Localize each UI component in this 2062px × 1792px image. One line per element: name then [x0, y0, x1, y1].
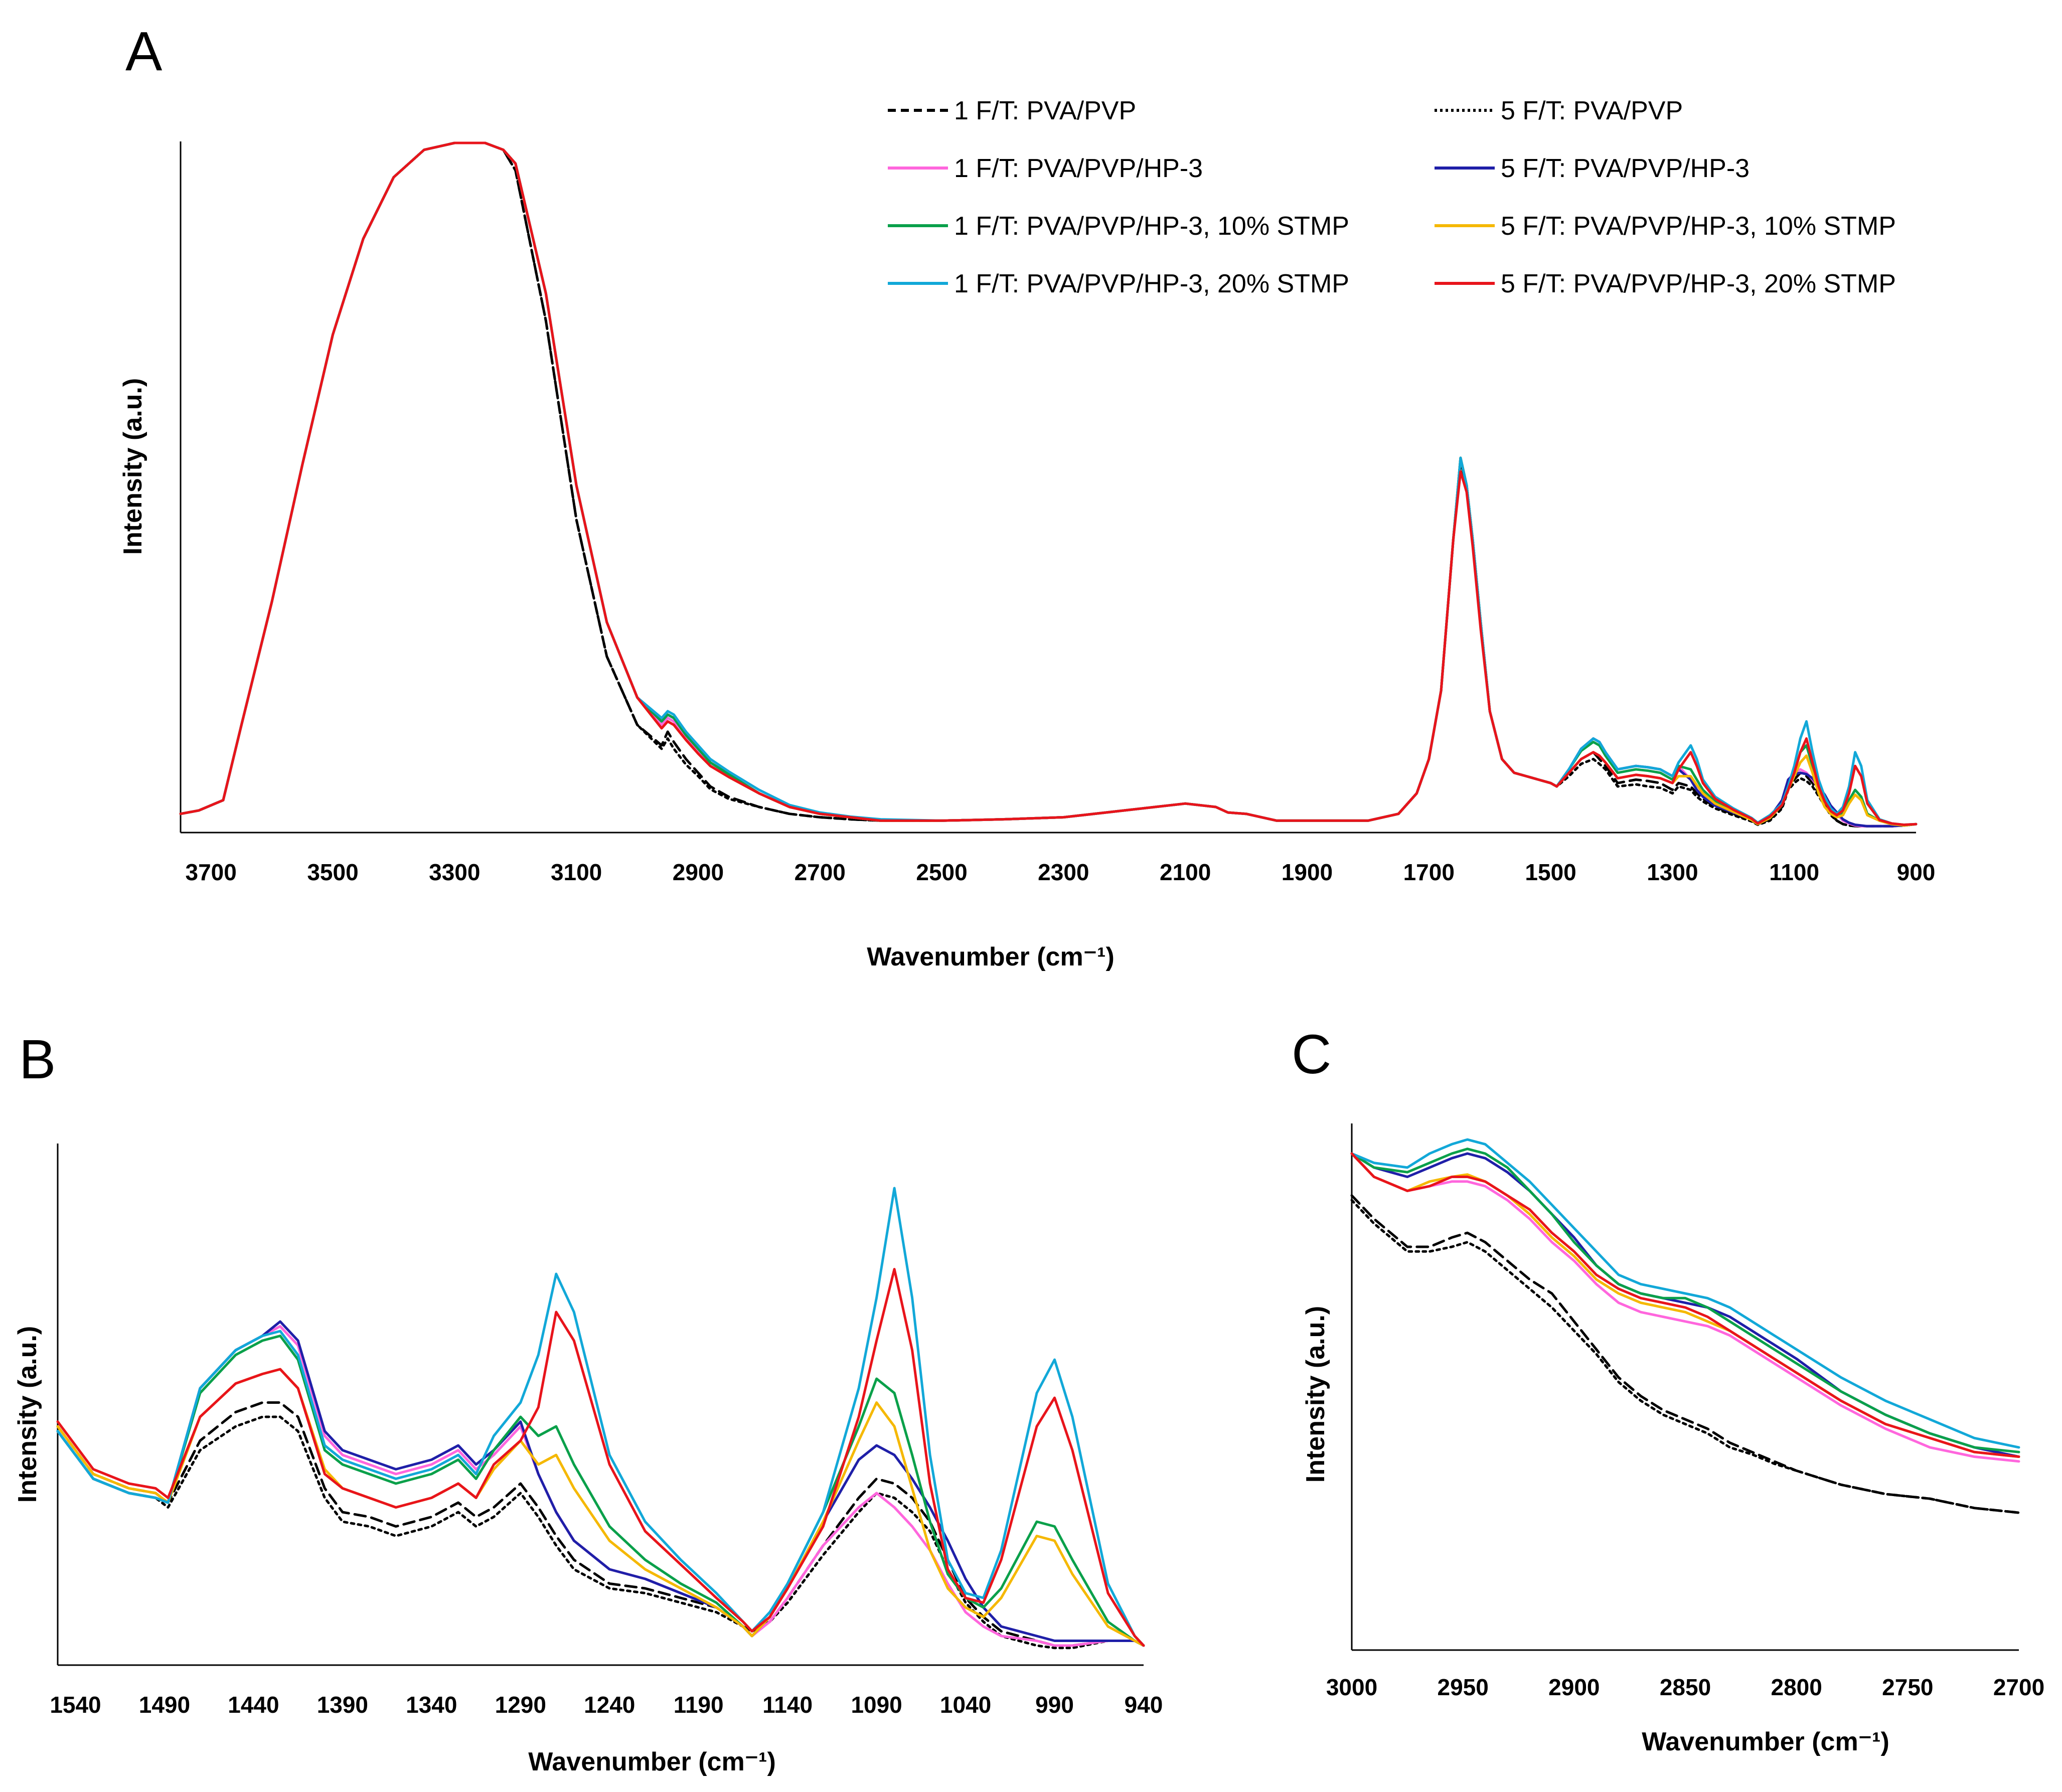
panel-c-x-tick-label: 2750: [1882, 1674, 1933, 1700]
panel-a-y-axis-title: Intensity (a.u.): [118, 378, 147, 555]
panel-b-x-tick-label: 1090: [851, 1692, 902, 1718]
panel-b-x-tick-label: 1440: [228, 1692, 279, 1718]
panel-a-x-tick-label: 1900: [1282, 859, 1333, 885]
legend-label-1-f-t-pva-pvp: 1 F/T: PVA/PVP: [954, 96, 1136, 125]
panel-c-series-1-f-t-pva-pvp-hp-3-20-stmp: [1350, 1138, 2020, 1449]
panel-c-x-tick-label: 2900: [1548, 1674, 1600, 1700]
panel-b-x-axis-title: Wavenumber (cm⁻¹): [528, 1747, 776, 1776]
panel-a-x-tick-label: 2500: [916, 859, 967, 885]
legend-label-5-f-t-pva-pvp-hp-3-10-stmp: 5 F/T: PVA/PVP/HP-3, 10% STMP: [1501, 212, 1896, 241]
panel-a-x-tick-label: 1700: [1403, 859, 1455, 885]
panel-a-axes: [180, 141, 1916, 834]
panel-c-letter: C: [1292, 1024, 1331, 1085]
panel-a-x-axis-title: Wavenumber (cm⁻¹): [867, 942, 1115, 971]
panel-b-x-tick-label: 990: [1035, 1692, 1074, 1718]
panel-c-ticks: 3000 2950 2900 2850 2800 2750 2700: [1326, 1674, 2044, 1700]
panel-c-x-tick-label: 3000: [1326, 1674, 1377, 1700]
panel-a-x-tick-label: 1300: [1647, 859, 1698, 885]
panel-a-x-tick-label: 2700: [795, 859, 846, 885]
legend-label-5-f-t-pva-pvp: 5 F/T: PVA/PVP: [1501, 96, 1683, 125]
panel-c-x-axis-title: Wavenumber (cm⁻¹): [1642, 1727, 1889, 1756]
panel-c-axes: [1351, 1123, 2019, 1651]
panel-b-x-tick-label: 1490: [139, 1692, 190, 1718]
panel-b-x-tick-label: 1540: [50, 1692, 101, 1718]
legend-label-1-f-t-pva-pvp-hp-3-10-stmp: 1 F/T: PVA/PVP/HP-3, 10% STMP: [954, 212, 1349, 241]
panel-a-x-tick-label: 3100: [551, 859, 602, 885]
panel-c-x-tick-label: 2800: [1771, 1674, 1822, 1700]
panel-a-legend: 1 F/T: PVA/PVP 1 F/T: PVA/PVP/HP-3 1 F/T: …: [888, 96, 1896, 298]
panel-b-series-1-f-t-pva-pvp-hp-3-10-stmp: [56, 1335, 1145, 1647]
panel-c-y-axis-title: Intensity (a.u.): [1301, 1306, 1330, 1483]
legend-label-5-f-t-pva-pvp-hp-3: 5 F/T: PVA/PVP/HP-3: [1501, 154, 1750, 183]
panel-b: B 1540 1490 1440 1390 1340 1290 1240 1190 1140 10…: [13, 1029, 1163, 1776]
panel-b-x-tick-label: 1140: [762, 1692, 813, 1718]
panel-a-x-tick-label: 900: [1897, 859, 1936, 885]
panel-b-x-tick-label: 1040: [940, 1692, 991, 1718]
panel-c-series-1-f-t-pva-pvp-hp-3: [1350, 1152, 2020, 1463]
panel-c-x-tick-label: 2850: [1660, 1674, 1711, 1700]
panel-a-series-5-f-t-pva-pvp-hp-3-20-stmp: [179, 141, 1918, 826]
legend-label-1-f-t-pva-pvp-hp-3: 1 F/T: PVA/PVP/HP-3: [954, 154, 1203, 183]
panel-b-x-tick-label: 1240: [584, 1692, 635, 1718]
panel-b-x-tick-label: 1290: [495, 1692, 546, 1718]
panel-b-x-tick-label: 1340: [406, 1692, 457, 1718]
panel-a-ticks: 3700 3500 3300 3100 2900 2700 2500 2300 2100 1900…: [186, 859, 1936, 885]
panel-c-series-5-f-t-pva-pvp-hp-3-20-stmp: [1350, 1152, 2020, 1458]
panel-b-axes: [57, 1144, 1144, 1666]
panel-b-ticks: 1540 1490 1440 1390 1340 1290 1240 1190 1140 1090…: [50, 1692, 1163, 1718]
panel-b-series-5-f-t-pva-pvp-hp-3-20-stmp: [56, 1268, 1145, 1647]
panel-a-x-tick-label: 2300: [1038, 859, 1089, 885]
panel-c-series-5-f-t-pva-pvp: [1350, 1199, 2020, 1514]
panel-b-plot-area: [56, 1187, 1145, 1650]
panel-a-x-tick-label: 3700: [186, 859, 237, 885]
panel-a-x-tick-label: 2900: [673, 859, 724, 885]
panel-b-letter: B: [19, 1029, 56, 1090]
panel-a-x-tick-label: 3500: [307, 859, 358, 885]
panel-b-x-tick-label: 1190: [674, 1692, 724, 1718]
panel-a-x-tick-label: 2100: [1160, 859, 1211, 885]
panel-b-y-axis-title: Intensity (a.u.): [13, 1326, 42, 1503]
panel-a-plot-area: [179, 141, 1918, 828]
panel-a-letter: A: [125, 21, 163, 82]
legend-label-1-f-t-pva-pvp-hp-3-20-stmp: 1 F/T: PVA/PVP/HP-3, 20% STMP: [954, 269, 1349, 298]
panel-a: A 3700 3500 3300 3100 2900 2700 2500 2300 2100 19…: [118, 21, 1935, 971]
panel-c-x-tick-label: 2700: [1993, 1674, 2044, 1700]
panel-c-x-tick-label: 2950: [1437, 1674, 1488, 1700]
panel-b-series-1-f-t-pva-pvp-hp-3-20-stmp: [56, 1187, 1145, 1647]
panel-c-plot-area: [1350, 1138, 2020, 1514]
panel-a-x-tick-label: 1500: [1525, 859, 1576, 885]
panel-b-x-tick-label: 940: [1125, 1692, 1163, 1718]
panel-a-x-tick-label: 3300: [429, 859, 480, 885]
legend-label-5-f-t-pva-pvp-hp-3-20-stmp: 5 F/T: PVA/PVP/HP-3, 20% STMP: [1501, 269, 1896, 298]
panel-b-series-1-f-t-pva-pvp: [56, 1401, 1145, 1647]
panel-b-x-tick-label: 1390: [317, 1692, 368, 1718]
panel-b-series-5-f-t-pva-pvp-hp-3: [56, 1320, 1145, 1647]
panel-c: C 3000 2950 2900 2850 2800 2750 2700 Wavenumbe…: [1292, 1024, 2044, 1756]
panel-c-series-1-f-t-pva-pvp-hp-3-10-stmp: [1350, 1148, 2020, 1453]
panel-a-x-tick-label: 1100: [1769, 859, 1819, 885]
